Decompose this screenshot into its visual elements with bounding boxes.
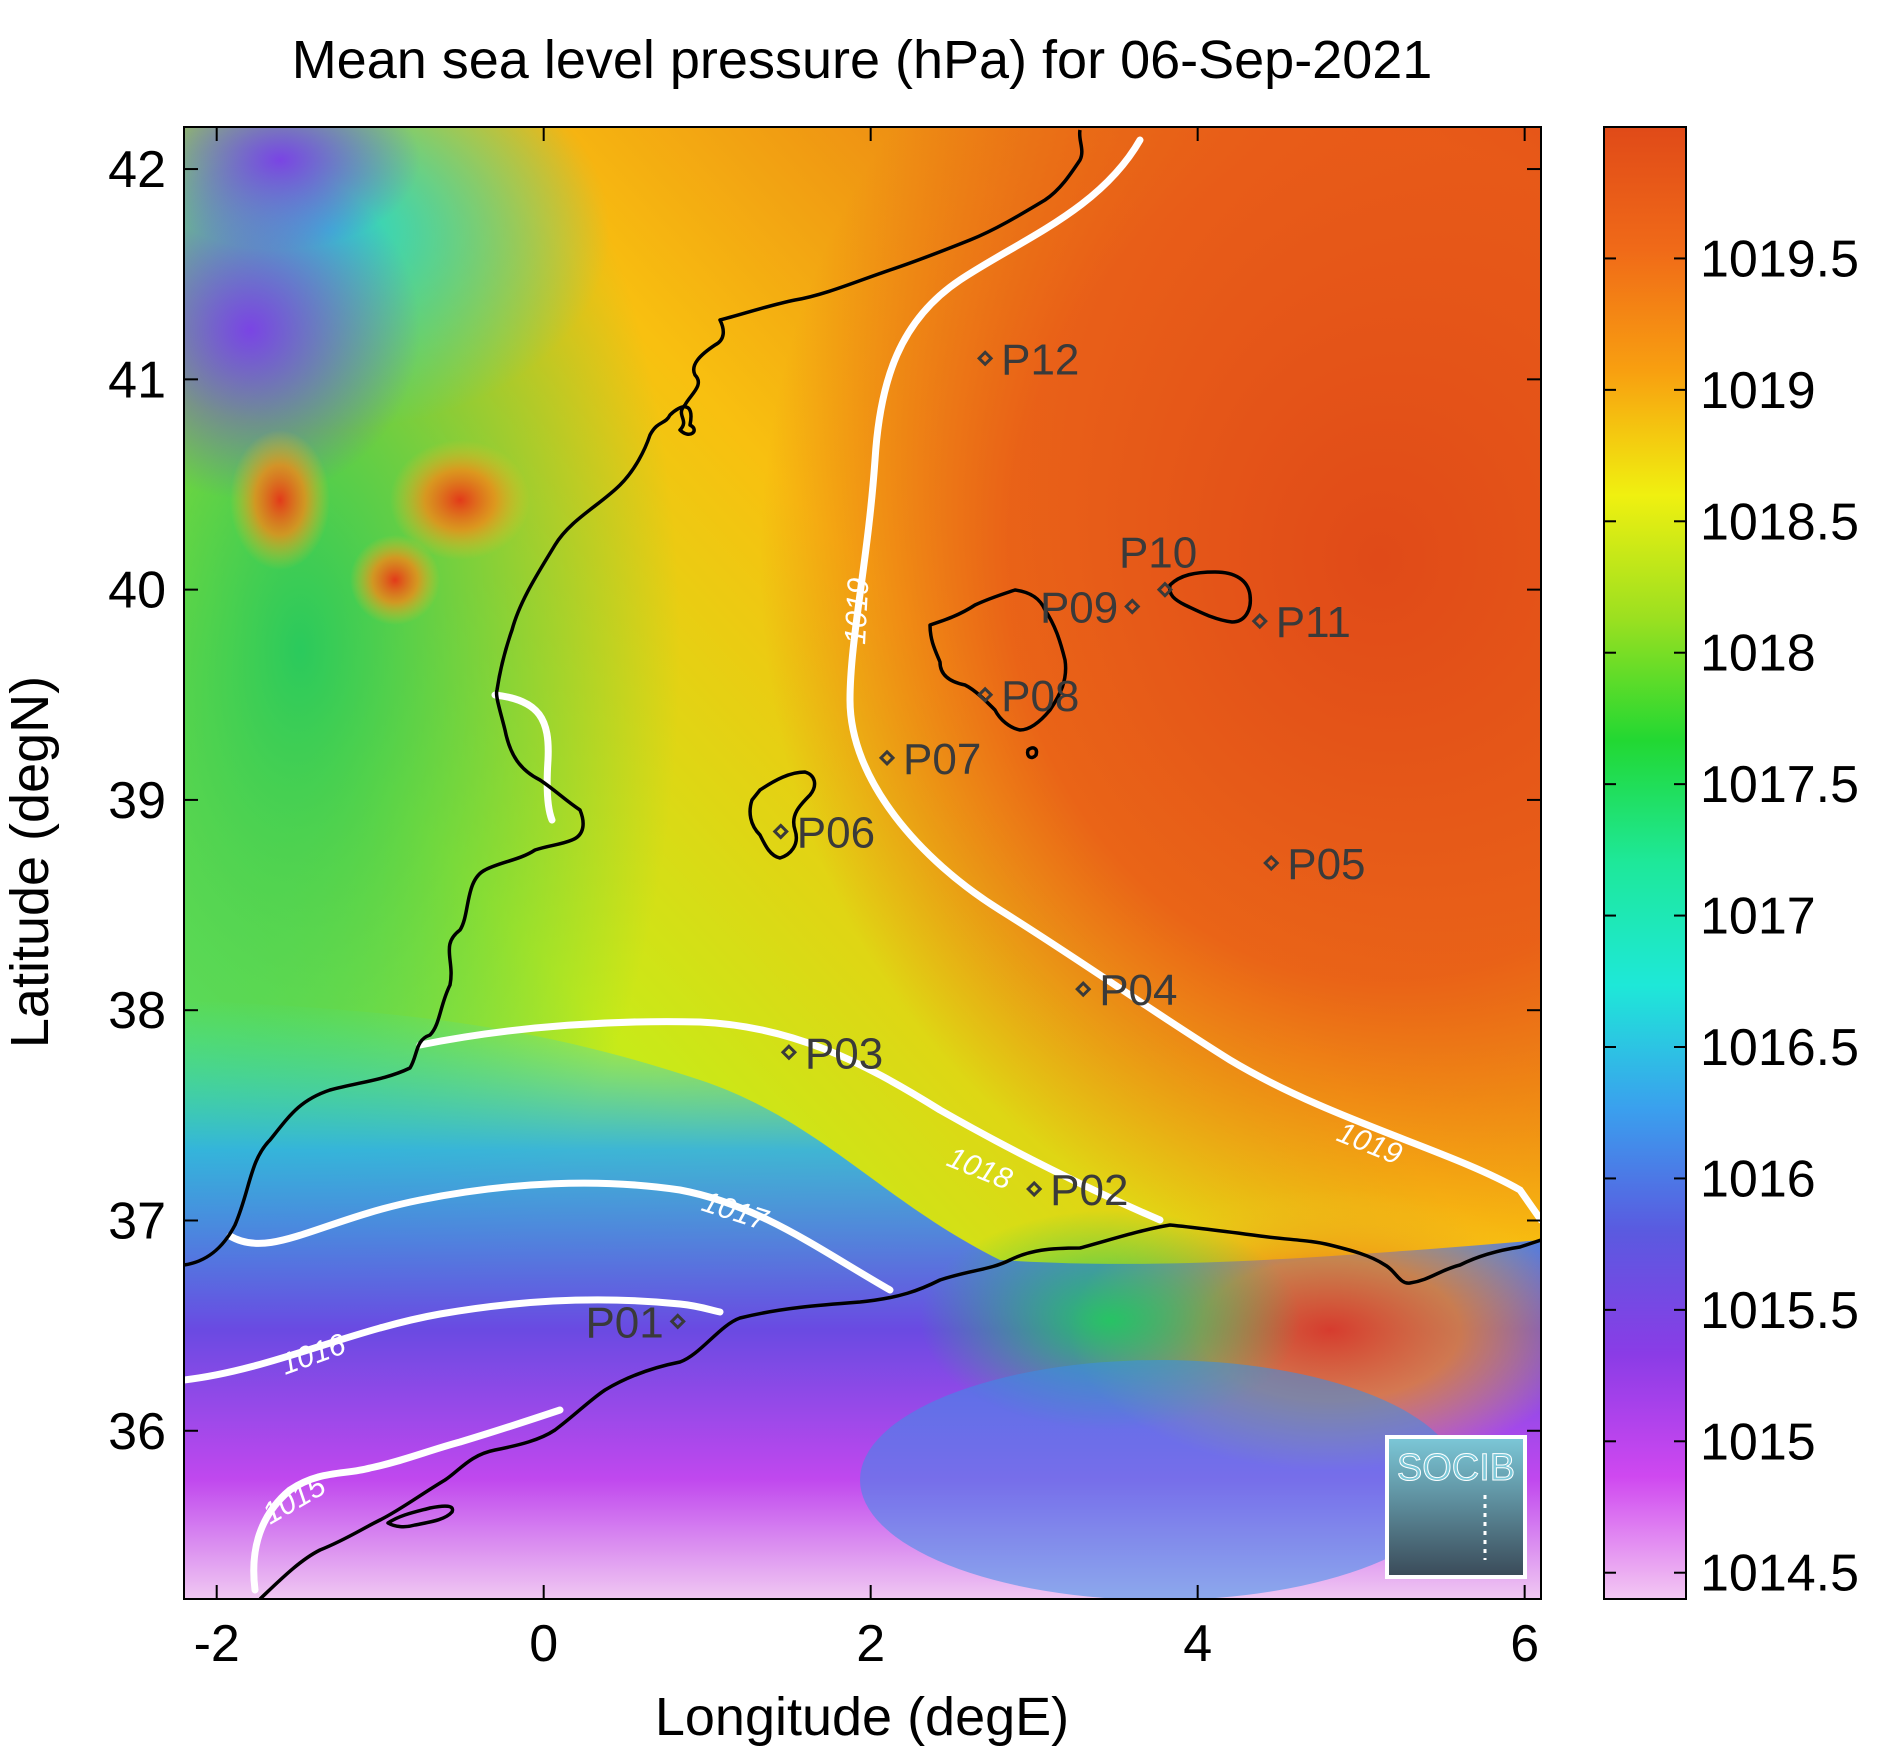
colorbar-tick-label: 1015 bbox=[1700, 1413, 1816, 1471]
pressure-field bbox=[184, 127, 1541, 1599]
colorbar-tick-label: 1016.5 bbox=[1700, 1019, 1859, 1077]
isobar-label-1019-a: 1019 bbox=[839, 577, 875, 646]
station-p12: P12 bbox=[976, 335, 1079, 384]
colorbar-tick-label: 1014.5 bbox=[1700, 1545, 1859, 1603]
socib-logo: SOCIB bbox=[1385, 1435, 1527, 1579]
station-marker-icon bbox=[1075, 981, 1092, 998]
colorbar-tick-label: 1015.5 bbox=[1700, 1282, 1859, 1340]
station-label: P04 bbox=[1099, 966, 1177, 1015]
station-marker-icon bbox=[976, 686, 994, 703]
station-label: P06 bbox=[797, 808, 875, 857]
map-ticks: -2 0 2 4 6 36 37 38 39 40 41 42 bbox=[108, 127, 1541, 1673]
x-tick-label: 4 bbox=[1183, 1615, 1212, 1673]
coastline-mallorca bbox=[928, 588, 1068, 732]
map-title: Mean sea level pressure (hPa) for 06-Sep… bbox=[292, 30, 1433, 90]
isobar-1019-west bbox=[491, 691, 556, 824]
coastline-ibiza bbox=[748, 770, 817, 860]
station-marker-icon bbox=[1263, 854, 1280, 872]
y-tick-label: 41 bbox=[108, 351, 166, 409]
station-marker-icon bbox=[1156, 581, 1174, 598]
station-p06: P06 bbox=[772, 808, 875, 857]
isobar-1016 bbox=[184, 1296, 724, 1384]
isobar-1018 bbox=[416, 1018, 1164, 1224]
station-label: P12 bbox=[1001, 335, 1079, 384]
socib-logo-text: SOCIB bbox=[1397, 1447, 1515, 1489]
colorbar bbox=[1603, 126, 1687, 1600]
map-frame bbox=[183, 126, 1542, 1600]
y-tick-label: 40 bbox=[108, 562, 166, 620]
y-tick-label: 42 bbox=[108, 141, 166, 199]
station-label: P05 bbox=[1287, 840, 1365, 889]
station-p10: P10 bbox=[1119, 529, 1197, 598]
station-p08: P08 bbox=[976, 672, 1079, 721]
station-marker-icon bbox=[772, 823, 789, 840]
station-marker-icon bbox=[669, 1313, 686, 1330]
colorbar-ticks: 1014.5 1015 1015.5 1016 1016.5 1017 1017.5 1018… bbox=[1604, 230, 1859, 1603]
isobar-1015 bbox=[250, 1406, 564, 1594]
station-label: P01 bbox=[585, 1298, 663, 1347]
colorbar-tick-label: 1019.5 bbox=[1700, 230, 1859, 288]
station-p11: P11 bbox=[1251, 598, 1351, 647]
station-label: P03 bbox=[805, 1029, 883, 1078]
station-p01: P01 bbox=[585, 1298, 686, 1347]
station-label: P10 bbox=[1119, 529, 1197, 578]
station-label: P11 bbox=[1276, 598, 1351, 647]
station-p02: P02 bbox=[1026, 1166, 1128, 1215]
y-tick-label: 36 bbox=[108, 1403, 166, 1461]
x-tick-label: 0 bbox=[529, 1615, 558, 1673]
colorbar-tick-label: 1018 bbox=[1700, 625, 1816, 683]
y-tick-label: 38 bbox=[108, 982, 166, 1040]
station-label: P09 bbox=[1040, 583, 1118, 632]
isobar-1017 bbox=[226, 1179, 894, 1294]
station-p04: P04 bbox=[1075, 966, 1178, 1015]
y-tick-label: 39 bbox=[108, 772, 166, 830]
station-p09: P09 bbox=[1040, 583, 1141, 632]
colorbar-tick-label: 1017.5 bbox=[1700, 756, 1859, 814]
x-tick-label: 2 bbox=[856, 1615, 885, 1673]
station-marker-icon bbox=[780, 1044, 798, 1061]
station-p05: P05 bbox=[1263, 840, 1366, 889]
y-axis-label: Latitude (degN) bbox=[0, 676, 60, 1048]
station-marker-icon bbox=[1124, 598, 1141, 615]
colorbar-tick-label: 1019 bbox=[1700, 362, 1816, 420]
colorbar-tick-label: 1016 bbox=[1700, 1150, 1816, 1208]
coastline-iberia bbox=[184, 129, 1084, 1267]
station-label: P07 bbox=[903, 735, 981, 784]
coastline bbox=[184, 129, 1541, 1599]
coastline-africa bbox=[258, 1223, 1541, 1599]
y-tick-label: 37 bbox=[108, 1192, 166, 1250]
station-p03: P03 bbox=[780, 1029, 883, 1078]
isobars bbox=[184, 136, 1541, 1594]
station-marker-icon bbox=[878, 749, 896, 766]
x-tick-label: 6 bbox=[1510, 1615, 1539, 1673]
station-marker-icon bbox=[1251, 613, 1268, 630]
colorbar-tick-label: 1018.5 bbox=[1700, 493, 1859, 551]
colorbar-tick-label: 1017 bbox=[1700, 888, 1816, 946]
coastline-cabrera bbox=[1025, 746, 1039, 760]
station-p07: P07 bbox=[878, 735, 981, 784]
station-marker-icon bbox=[1026, 1180, 1043, 1198]
coastline-menorca bbox=[1167, 570, 1253, 624]
x-tick-label: -2 bbox=[194, 1615, 240, 1673]
isobar-1019 bbox=[846, 136, 1541, 1224]
station-label: P08 bbox=[1001, 672, 1079, 721]
coastline-alboran-island bbox=[386, 1504, 455, 1529]
station-marker-icon bbox=[976, 350, 994, 367]
station-label: P02 bbox=[1050, 1166, 1128, 1215]
x-axis-label: Longitude (degE) bbox=[655, 1687, 1069, 1747]
